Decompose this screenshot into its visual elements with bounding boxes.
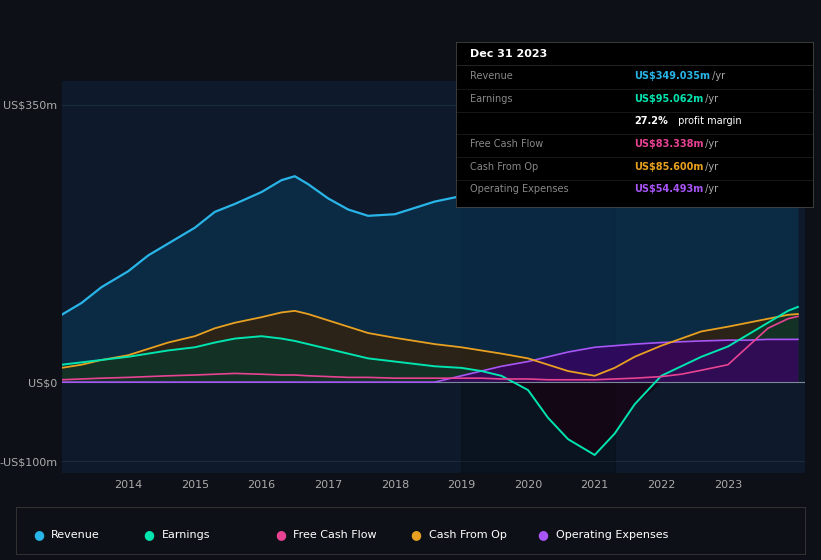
Text: Earnings: Earnings (470, 94, 512, 104)
Bar (461, 81, 615, 473)
Text: /yr: /yr (709, 71, 725, 81)
Text: 27.2%: 27.2% (635, 116, 668, 127)
Text: US$85.600m: US$85.600m (635, 162, 704, 172)
Text: ●: ● (275, 528, 286, 542)
Text: US$349.035m: US$349.035m (635, 71, 710, 81)
Text: /yr: /yr (702, 139, 718, 149)
Text: Operating Expenses: Operating Expenses (556, 530, 668, 540)
Text: Cash From Op: Cash From Op (470, 162, 539, 172)
Text: ●: ● (410, 528, 421, 542)
Text: Dec 31 2023: Dec 31 2023 (470, 49, 547, 59)
Text: Free Cash Flow: Free Cash Flow (293, 530, 377, 540)
Text: Free Cash Flow: Free Cash Flow (470, 139, 544, 149)
Text: US$83.338m: US$83.338m (635, 139, 704, 149)
Text: Operating Expenses: Operating Expenses (470, 184, 569, 194)
Text: US$95.062m: US$95.062m (635, 94, 704, 104)
Text: ●: ● (33, 528, 44, 542)
Text: Earnings: Earnings (162, 530, 210, 540)
Text: US$54.493m: US$54.493m (635, 184, 704, 194)
Text: profit margin: profit margin (676, 116, 742, 127)
Text: ●: ● (144, 528, 154, 542)
Text: Revenue: Revenue (470, 71, 512, 81)
Text: Cash From Op: Cash From Op (429, 530, 507, 540)
Text: Revenue: Revenue (51, 530, 99, 540)
Text: /yr: /yr (702, 94, 718, 104)
Text: /yr: /yr (702, 184, 718, 194)
Text: ●: ● (538, 528, 548, 542)
Text: /yr: /yr (702, 162, 718, 172)
